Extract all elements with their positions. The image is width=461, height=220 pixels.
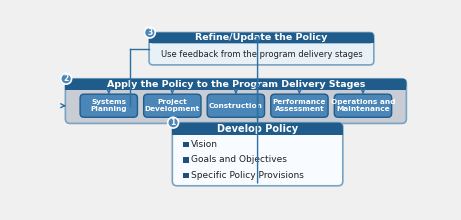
Bar	[149, 38, 374, 43]
Text: 3: 3	[147, 28, 153, 37]
FancyBboxPatch shape	[271, 94, 328, 117]
Text: Systems
Planning: Systems Planning	[90, 99, 127, 112]
Bar	[183, 142, 189, 147]
FancyBboxPatch shape	[65, 79, 407, 123]
Text: Specific Policy Provisions: Specific Policy Provisions	[191, 171, 304, 180]
Bar	[65, 84, 407, 90]
Text: Construction: Construction	[209, 103, 263, 109]
Text: Performance
Assessment: Performance Assessment	[273, 99, 326, 112]
Circle shape	[144, 27, 155, 38]
FancyBboxPatch shape	[149, 33, 374, 43]
Text: Develop Policy: Develop Policy	[217, 124, 298, 134]
FancyBboxPatch shape	[207, 94, 265, 117]
Bar	[183, 173, 189, 178]
FancyBboxPatch shape	[334, 94, 392, 117]
Text: Refine/Update the Policy: Refine/Update the Policy	[195, 33, 328, 42]
Text: Project
Development: Project Development	[145, 99, 200, 112]
FancyBboxPatch shape	[144, 94, 201, 117]
Text: Vision: Vision	[191, 140, 218, 149]
Text: Apply the Policy to the Program Delivery Stages: Apply the Policy to the Program Delivery…	[106, 80, 365, 89]
FancyBboxPatch shape	[172, 123, 343, 135]
FancyBboxPatch shape	[172, 123, 343, 186]
Bar	[183, 157, 189, 163]
FancyBboxPatch shape	[65, 79, 407, 90]
Text: 2: 2	[64, 74, 69, 83]
Text: Operations and
Maintenance: Operations and Maintenance	[331, 99, 395, 112]
Text: Goals and Objectives: Goals and Objectives	[191, 156, 287, 165]
FancyBboxPatch shape	[80, 94, 137, 117]
FancyBboxPatch shape	[149, 33, 374, 65]
Circle shape	[168, 117, 178, 128]
Bar	[172, 129, 343, 135]
Circle shape	[61, 73, 71, 84]
Text: Use feedback from the program delivery stages: Use feedback from the program delivery s…	[160, 50, 362, 59]
Text: 1: 1	[171, 118, 176, 127]
